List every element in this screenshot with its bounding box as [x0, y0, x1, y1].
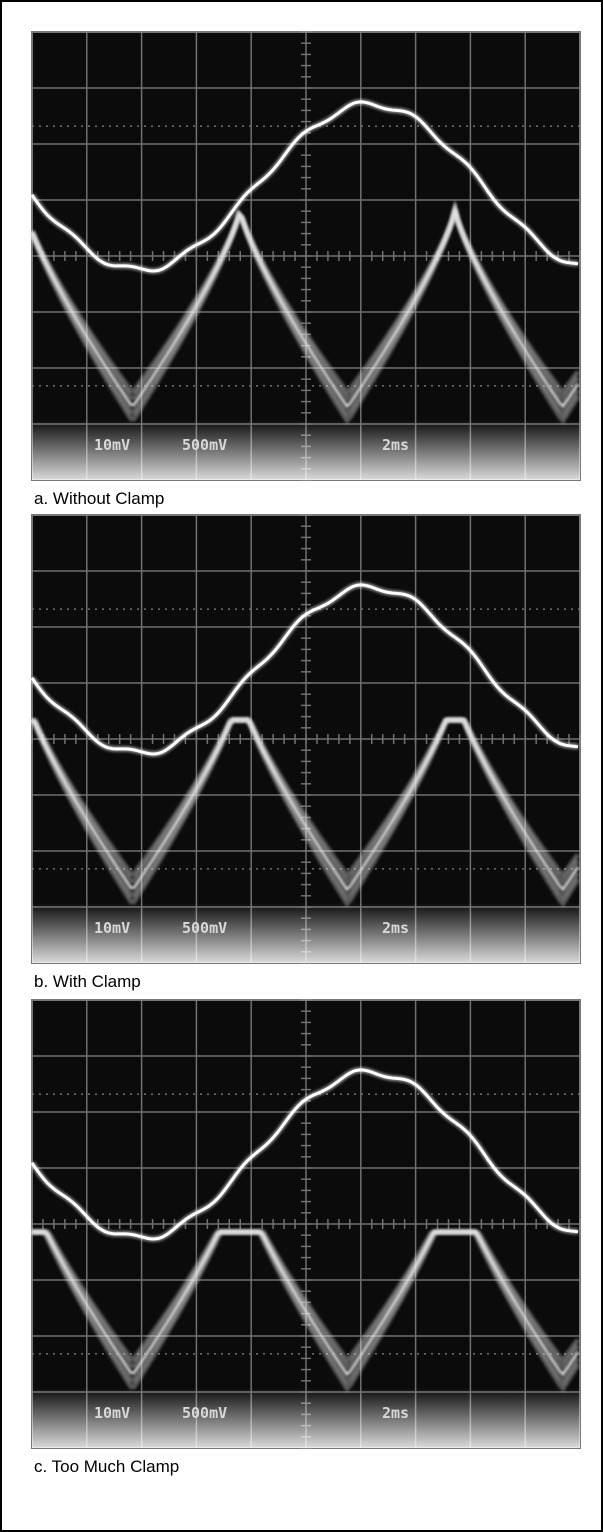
scope-readout: 10mV — [94, 1404, 130, 1422]
scope-readout: 2ms — [382, 919, 409, 937]
panel-caption: a. Without Clamp — [34, 489, 164, 508]
figure: 10mV 500mV 2ms a. Without Clamp 10mV 500mV 2ms… — [0, 0, 603, 1532]
scope-readout: 10mV — [94, 436, 130, 454]
panel-caption: c. Too Much Clamp — [34, 1457, 179, 1476]
scope-readout: 2ms — [382, 436, 409, 454]
panel-caption: b. With Clamp — [34, 972, 141, 991]
scope-panel: 10mV 500mV 2ms — [32, 1000, 580, 1448]
scope-readout: 500mV — [182, 436, 227, 454]
scope-panel: 10mV 500mV 2ms — [32, 32, 580, 480]
scope-readout: 500mV — [182, 919, 227, 937]
scope-readout: 500mV — [182, 1404, 227, 1422]
scope-panel: 10mV 500mV 2ms — [32, 515, 580, 963]
scope-readout: 10mV — [94, 919, 130, 937]
scope-readout: 2ms — [382, 1404, 409, 1422]
